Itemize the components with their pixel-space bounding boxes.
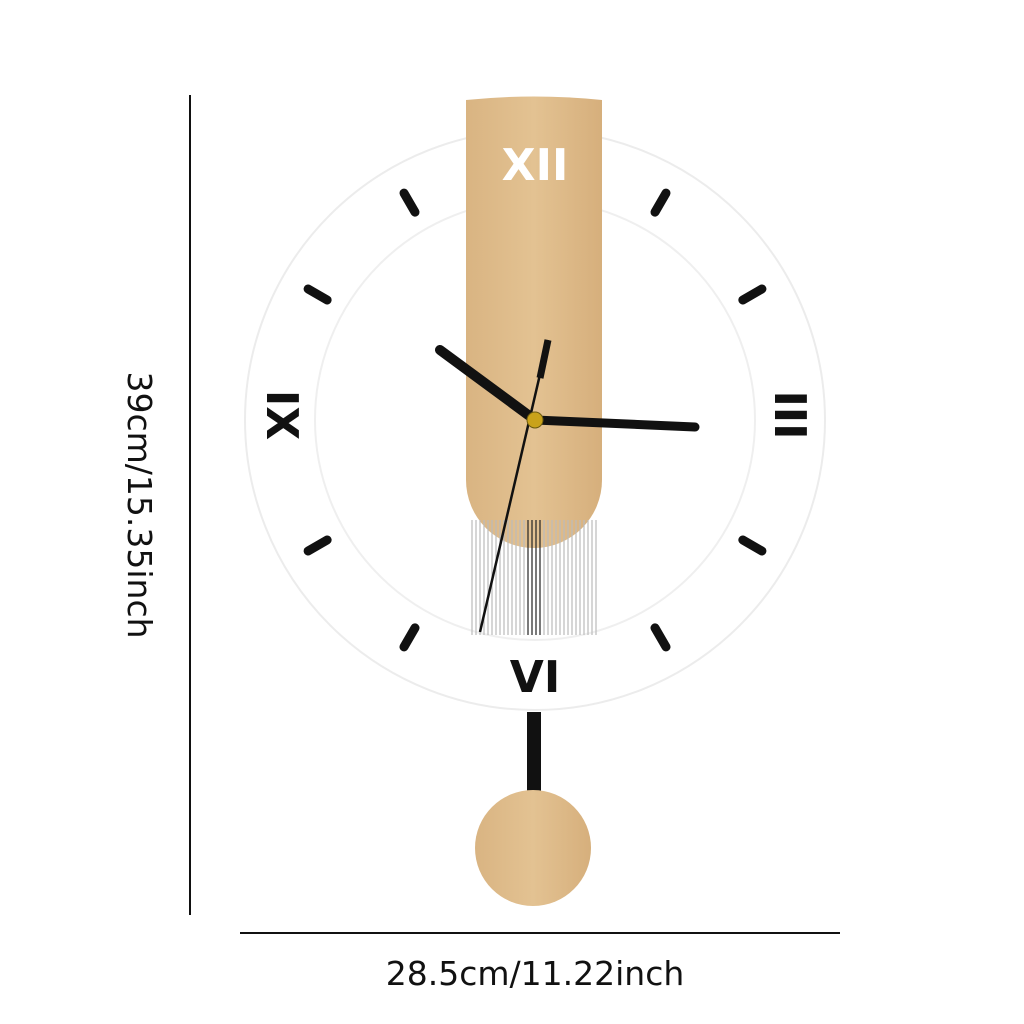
tick-mark — [650, 188, 671, 217]
numeral-xii: XII — [502, 140, 569, 191]
numeral-ix: IX — [256, 390, 307, 440]
minute-hand — [530, 415, 700, 432]
tick-mark — [650, 623, 671, 652]
tick-mark — [738, 284, 767, 305]
numeral-vi: VI — [510, 652, 560, 703]
height-label: 39cm/15.35inch — [120, 371, 159, 638]
tick-mark — [303, 535, 332, 556]
tick-mark — [303, 284, 332, 305]
pendulum-bob — [475, 790, 591, 906]
wood-panel — [466, 96, 602, 548]
hub — [526, 411, 544, 429]
tick-mark — [738, 535, 767, 556]
numeral-iii: III — [764, 390, 815, 439]
second-hand-tail — [536, 339, 552, 379]
second-hand — [478, 339, 550, 633]
tick-mark — [399, 188, 420, 217]
width-label: 28.5cm/11.22inch — [386, 954, 685, 993]
tick-mark — [399, 623, 420, 652]
pendulum-rod — [527, 712, 541, 792]
hour-hand — [435, 345, 540, 425]
hour-ticks — [303, 188, 767, 652]
